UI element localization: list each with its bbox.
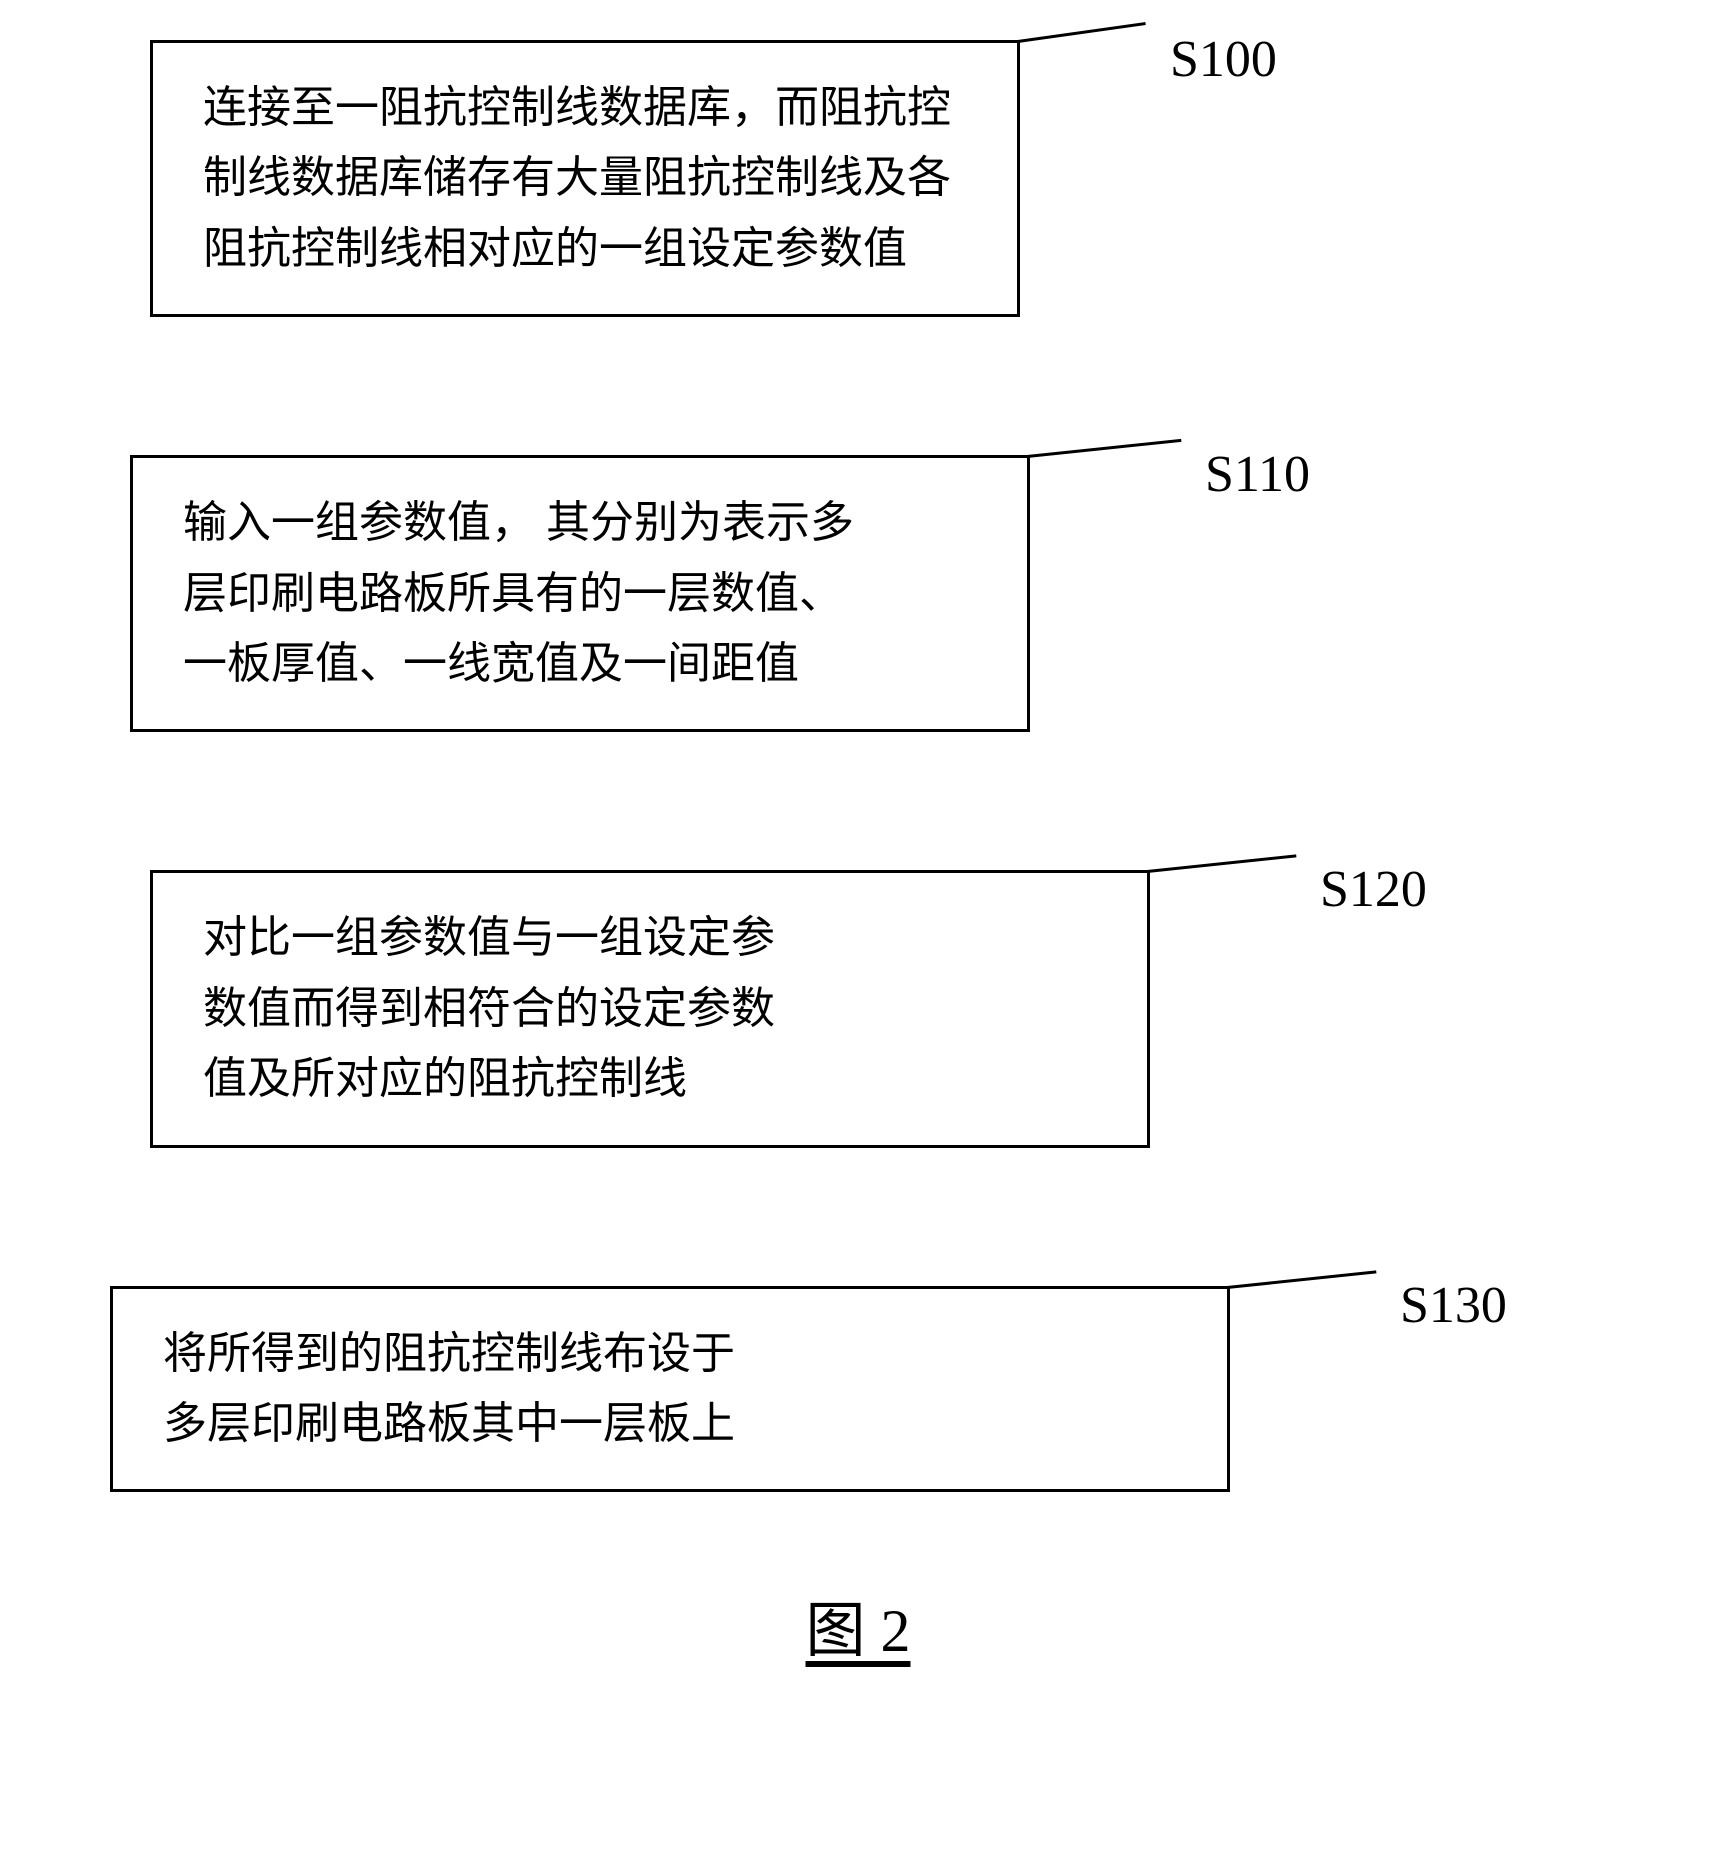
box-text-s110: 输入一组参数值， 其分别为表示多 层印刷电路板所具有的一层数值、 一板厚值、一线… — [183, 488, 977, 699]
step-label-s110: S110 — [1205, 445, 1310, 504]
step-label-s120: S120 — [1320, 860, 1427, 919]
label-connector-s120 — [1147, 855, 1298, 891]
step-row-s100: 连接至一阻抗控制线数据库，而阻抗控 制线数据库储存有大量阻抗控制线及各 阻抗控制… — [20, 40, 1696, 317]
flowchart-box-s110: 输入一组参数值， 其分别为表示多 层印刷电路板所具有的一层数值、 一板厚值、一线… — [130, 455, 1030, 732]
flowchart-box-s120: 对比一组参数值与一组设定参 数值而得到相符合的设定参数 值及所对应的阻抗控制线 — [150, 870, 1150, 1147]
step-row-s110: 输入一组参数值， 其分别为表示多 层印刷电路板所具有的一层数值、 一板厚值、一线… — [20, 455, 1696, 732]
step-row-s130: 将所得到的阻抗控制线布设于 多层印刷电路板其中一层板上 S130 — [20, 1286, 1696, 1493]
figure-caption: 图 2 — [806, 1582, 911, 1669]
step-row-s120: 对比一组参数值与一组设定参 数值而得到相符合的设定参数 值及所对应的阻抗控制线 … — [20, 870, 1696, 1147]
flowchart-box-s100: 连接至一阻抗控制线数据库，而阻抗控 制线数据库储存有大量阻抗控制线及各 阻抗控制… — [150, 40, 1020, 317]
label-connector-s110 — [1027, 439, 1183, 475]
box-text-s100: 连接至一阻抗控制线数据库，而阻抗控 制线数据库储存有大量阻抗控制线及各 阻抗控制… — [203, 73, 967, 284]
step-label-s100: S100 — [1170, 30, 1277, 89]
box-text-s130: 将所得到的阻抗控制线布设于 多层印刷电路板其中一层板上 — [163, 1319, 1177, 1460]
flowchart-box-s130: 将所得到的阻抗控制线布设于 多层印刷电路板其中一层板上 — [110, 1286, 1230, 1493]
box-text-s120: 对比一组参数值与一组设定参 数值而得到相符合的设定参数 值及所对应的阻抗控制线 — [203, 903, 1097, 1114]
label-connector-s100 — [1017, 22, 1149, 60]
label-connector-s130 — [1227, 1270, 1378, 1306]
flowchart-container: 连接至一阻抗控制线数据库，而阻抗控 制线数据库储存有大量阻抗控制线及各 阻抗控制… — [20, 40, 1696, 1669]
step-label-s130: S130 — [1400, 1276, 1507, 1335]
